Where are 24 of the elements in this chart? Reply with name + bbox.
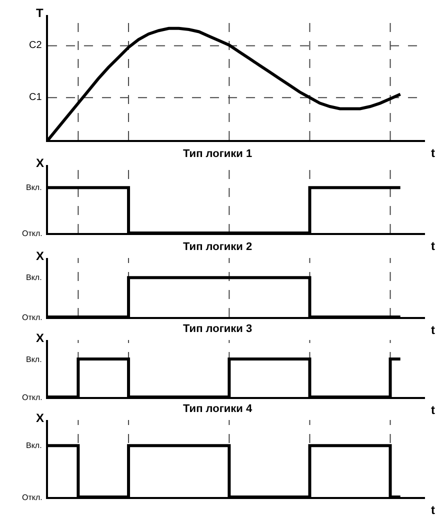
text: Вкл. [26,273,42,282]
x-axis-title: t [431,146,435,160]
y-axis-title: X [36,411,44,425]
text: Откл. [22,229,42,238]
text: Откл. [22,493,42,502]
x-axis-title: t [431,403,435,417]
text: Откл. [22,393,42,402]
y-axis-title: X [36,249,44,263]
chart-title: Тип логики 2 [183,241,252,253]
text: Вкл. [26,355,42,364]
chart-title: Тип логики 3 [183,323,252,335]
text: Откл. [22,313,42,322]
text: Вкл. [26,441,42,450]
y-axis-title: T [36,6,44,20]
ref-line-label: C1 [29,92,42,103]
chart-title: Тип логики 4 [183,403,253,415]
chart-title: Тип логики 1 [183,148,252,160]
y-axis-title: X [36,156,44,170]
x-axis-title: t [431,239,435,253]
y-axis-title: X [36,331,44,345]
ref-line-label: C2 [29,40,42,51]
text: Вкл. [26,183,42,192]
x-axis-title: t [431,323,435,337]
x-axis-title: t [431,503,435,517]
